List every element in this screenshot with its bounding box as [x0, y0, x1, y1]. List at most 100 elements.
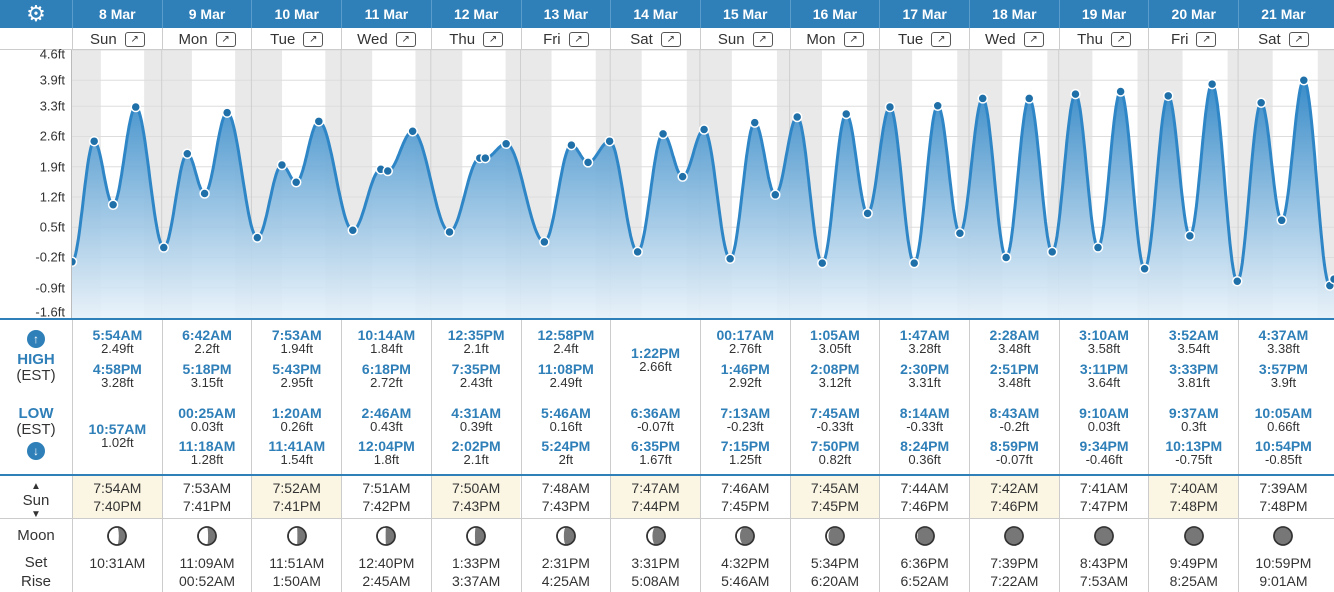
sunrise-sunset-icon: ▲	[31, 481, 41, 492]
high-tide-time: 3:10AM	[1079, 327, 1129, 343]
sun-day-column: 7:46AM 7:45PM	[699, 476, 790, 518]
moonset-time: 7:39PM	[990, 555, 1039, 571]
moon-label: Moon	[17, 527, 55, 544]
expand-arrows-icon[interactable]: ↗	[1110, 31, 1131, 47]
sunrise-time: 7:40AM	[1169, 480, 1218, 496]
tide-point	[72, 256, 78, 268]
low-tide-time: 1:20AM	[271, 405, 322, 421]
moonrise-time: 5:46AM	[721, 573, 770, 589]
sun-day-column: 7:39AM 7:48PM	[1238, 476, 1328, 518]
high-tide-entry: 3:11PM 3.64ft	[1060, 362, 1149, 389]
moon-day-column: 3:31PM 5:08AM	[610, 519, 700, 592]
expand-arrows-icon[interactable]: ↗	[660, 31, 681, 47]
low-tz-label: (EST)	[16, 421, 56, 438]
low-tide-time: 9:37AM	[1168, 405, 1219, 421]
date-label: 18 Mar	[969, 0, 1059, 28]
date-label: 19 Mar	[1058, 0, 1149, 28]
low-tide-entry: 7:15PM 1.25ft	[701, 439, 790, 466]
low-tide-entry: 5:46AM 0.16ft	[522, 406, 611, 433]
high-tide-time: 3:57PM	[1258, 361, 1308, 377]
day-label: Sat	[1258, 30, 1281, 48]
day-label: Thu	[449, 30, 476, 48]
tide-point	[199, 188, 210, 199]
sunrise-time: 7:45AM	[810, 480, 860, 496]
expand-arrows-icon[interactable]: ↗	[1196, 31, 1217, 47]
high-tide-entry: 1:47AM 3.28ft	[880, 328, 969, 355]
tide-point	[1184, 230, 1196, 242]
high-tide-height: 2.66ft	[639, 359, 672, 374]
low-tide-time: 10:57AM	[88, 421, 147, 437]
expand-arrows-icon[interactable]: ↗	[303, 31, 324, 47]
expand-arrows-icon[interactable]: ↗	[931, 31, 952, 47]
expand-arrows-icon[interactable]: ↗	[395, 31, 416, 47]
expand-arrows-icon[interactable]: ↗	[1288, 31, 1309, 47]
expand-arrows-icon[interactable]: ↗	[215, 31, 236, 47]
high-tide-entry: 12:58PM 2.4ft	[522, 328, 611, 355]
sunset-time: 7:48PM	[1259, 498, 1308, 514]
day-label: Wed	[357, 30, 388, 48]
tide-point	[657, 128, 669, 140]
low-tide-entry: 11:41AM 1.54ft	[252, 439, 341, 466]
high-tide-height: 3.28ft	[101, 375, 134, 390]
low-tide-height: 1.8ft	[373, 452, 400, 467]
low-tide-time: 12:04PM	[358, 438, 415, 454]
expand-arrows-icon[interactable]: ↗	[568, 31, 589, 47]
sunrise-time: 7:54AM	[93, 480, 142, 496]
arrow-down-icon: ↓	[27, 442, 45, 460]
tide-area	[72, 80, 1334, 318]
high-tide-time: 1:47AM	[899, 327, 950, 343]
moon-phase-icon	[1094, 526, 1114, 546]
sunset-time: 7:45PM	[721, 498, 770, 514]
gear-icon[interactable]: ⚙	[26, 1, 46, 26]
y-tick-label: 4.6ft	[39, 46, 65, 62]
sun-day-column: 7:52AM 7:41PM	[251, 476, 342, 518]
tide-point	[1115, 86, 1126, 97]
tide-point	[677, 171, 688, 182]
day-label: Thu	[1077, 30, 1103, 48]
sunset-time: 7:45PM	[810, 498, 860, 514]
tide-point	[1232, 276, 1243, 287]
day-label: Tue	[270, 30, 296, 48]
expand-arrows-icon[interactable]: ↗	[483, 31, 504, 47]
low-tide-height: -0.33ft	[816, 419, 854, 434]
expand-arrows-icon[interactable]: ↗	[1023, 31, 1044, 47]
moon-set-label: Set	[24, 554, 48, 571]
high-tide-entry: 4:58PM 3.28ft	[73, 362, 162, 389]
high-tide-entry: 12:35PM 2.1ft	[432, 328, 521, 355]
low-tide-entry: 9:10AM 0.03ft	[1060, 406, 1149, 433]
sunrise-time: 7:46AM	[721, 480, 770, 496]
low-tide-height: -0.07ft	[995, 452, 1033, 467]
high-tide-time: 12:58PM	[537, 327, 595, 343]
low-tide-entry: 00:25AM 0.03ft	[163, 406, 252, 433]
expand-arrows-icon[interactable]: ↗	[124, 31, 145, 47]
low-tide-time: 10:13PM	[1165, 438, 1223, 454]
moon-phase-icon	[645, 526, 666, 546]
low-tide-height: 0.03ft	[1087, 419, 1121, 434]
moonset-time: 10:59PM	[1255, 555, 1312, 571]
day-cell: Mon ↗	[161, 28, 252, 50]
moon-day-column: 2:31PM 4:25AM	[520, 519, 611, 592]
tide-point	[884, 101, 896, 113]
high-tide-time: 00:17AM	[716, 327, 775, 343]
low-tide-height: 2ft	[558, 452, 574, 467]
expand-arrows-icon[interactable]: ↗	[843, 31, 864, 47]
tide-point	[1162, 90, 1174, 102]
moon-phase-icon	[107, 526, 128, 546]
high-tide-height: 3.12ft	[818, 375, 852, 390]
low-tide-time: 6:36AM	[630, 405, 681, 421]
tide-point	[480, 152, 491, 164]
high-tide-time: 12:35PM	[447, 327, 505, 343]
expand-arrows-icon[interactable]: ↗	[752, 31, 773, 47]
moonset-time: 9:49PM	[1169, 555, 1218, 571]
low-tide-entry: 10:57AM 1.02ft	[73, 422, 162, 449]
day-cell: Wed ↗	[969, 28, 1059, 50]
low-tide-height: -0.33ft	[906, 419, 944, 434]
low-tide-height: 0.16ft	[549, 419, 583, 434]
day-label: Tue	[897, 30, 924, 48]
day-cell: Thu ↗	[1058, 28, 1149, 50]
high-tide-time: 2:30PM	[900, 361, 950, 377]
y-tick-label: 3.3ft	[39, 98, 65, 114]
tide-point	[908, 257, 920, 269]
moonrise-time: 5:08AM	[631, 573, 680, 589]
moon-day-column: 10:59PM 9:01AM	[1238, 519, 1328, 592]
